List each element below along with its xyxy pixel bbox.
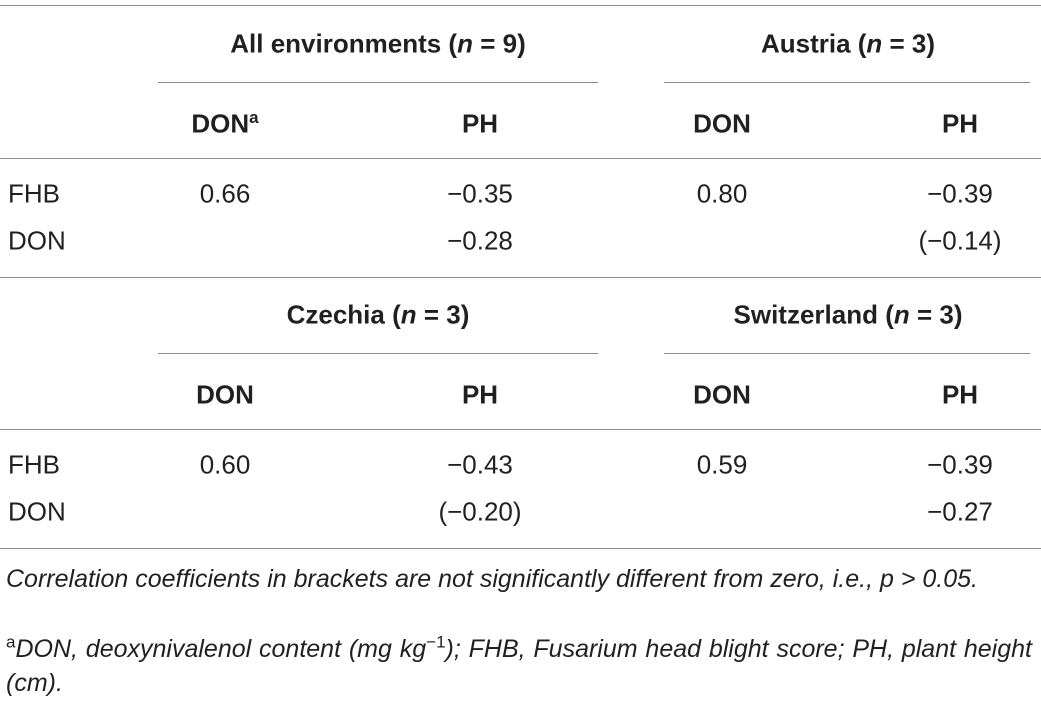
column-header: DON <box>196 380 254 411</box>
header-part: PH <box>941 379 979 410</box>
rule-line <box>0 5 1041 6</box>
table-cell: (−0.14) <box>918 225 1002 256</box>
header-part: All environments ( <box>230 28 458 59</box>
header-part: a <box>249 107 259 127</box>
rule-line <box>0 429 1041 430</box>
group-header: All environments (n = 9) <box>230 29 525 60</box>
header-part: PH <box>461 108 499 139</box>
header-part: DON <box>191 108 250 139</box>
rule-line <box>664 353 1030 354</box>
group-header: Switzerland (n = 3) <box>734 300 963 331</box>
table-cell: (−0.20) <box>438 496 522 527</box>
rule-line <box>664 82 1030 83</box>
table-cell: 0.60 <box>199 449 251 480</box>
rule-line <box>0 277 1041 278</box>
row-label: DON <box>8 225 66 256</box>
header-part: n <box>893 299 910 330</box>
rule-line <box>0 548 1041 549</box>
header-part: Czechia ( <box>286 299 401 330</box>
header-part: n <box>866 28 883 59</box>
footnote-part: Correlation coefficients in brackets are… <box>6 565 978 593</box>
header-part: n <box>400 299 417 330</box>
column-header: DON <box>693 109 751 140</box>
group-header: Austria (n = 3) <box>761 29 935 60</box>
rule-line <box>0 158 1041 159</box>
table-cell: −0.35 <box>447 178 513 209</box>
row-label: DON <box>8 496 66 527</box>
footnote-part: DON, deoxynivalenol content (mg kg <box>15 635 427 663</box>
table-cell: 0.80 <box>696 178 748 209</box>
table-cell: 0.66 <box>199 178 251 209</box>
header-part: DON <box>196 379 254 410</box>
header-part: PH <box>941 108 979 139</box>
footnote-part: ); FHB, Fusarium head blight score; PH, … <box>6 635 1032 697</box>
rule-line <box>158 82 598 83</box>
column-header: DONa <box>191 109 258 140</box>
rule-line <box>158 353 598 354</box>
table-cell: 0.59 <box>696 449 748 480</box>
table-cell: −0.43 <box>447 449 513 480</box>
header-part: PH <box>461 379 499 410</box>
column-header: PH <box>942 109 978 140</box>
table-cell: −0.28 <box>447 225 513 256</box>
footnote-part: a <box>6 632 16 652</box>
header-part: Austria ( <box>760 28 867 59</box>
header-part: = 3) <box>882 28 936 59</box>
footnote-part: −1 <box>426 632 446 652</box>
row-label: FHB <box>8 178 60 209</box>
header-part: Switzerland ( <box>733 299 894 330</box>
header-part: = 3) <box>909 299 963 330</box>
header-part: n <box>457 28 473 59</box>
group-header: Czechia (n = 3) <box>287 300 470 331</box>
footnote: Correlation coefficients in brackets are… <box>6 562 1032 596</box>
column-header: PH <box>942 380 978 411</box>
table-cell: −0.39 <box>927 449 993 480</box>
column-header: PH <box>462 109 498 140</box>
row-label: FHB <box>8 449 60 480</box>
header-part: DON <box>693 379 751 410</box>
column-header: DON <box>693 380 751 411</box>
column-header: PH <box>462 380 498 411</box>
header-part: = 3) <box>416 299 470 330</box>
footnote: aDON, deoxynivalenol content (mg kg−1); … <box>6 632 1032 700</box>
header-part: DON <box>693 108 751 139</box>
table-cell: −0.39 <box>927 178 993 209</box>
table-cell: −0.27 <box>927 496 993 527</box>
header-part: = 9) <box>472 28 526 59</box>
